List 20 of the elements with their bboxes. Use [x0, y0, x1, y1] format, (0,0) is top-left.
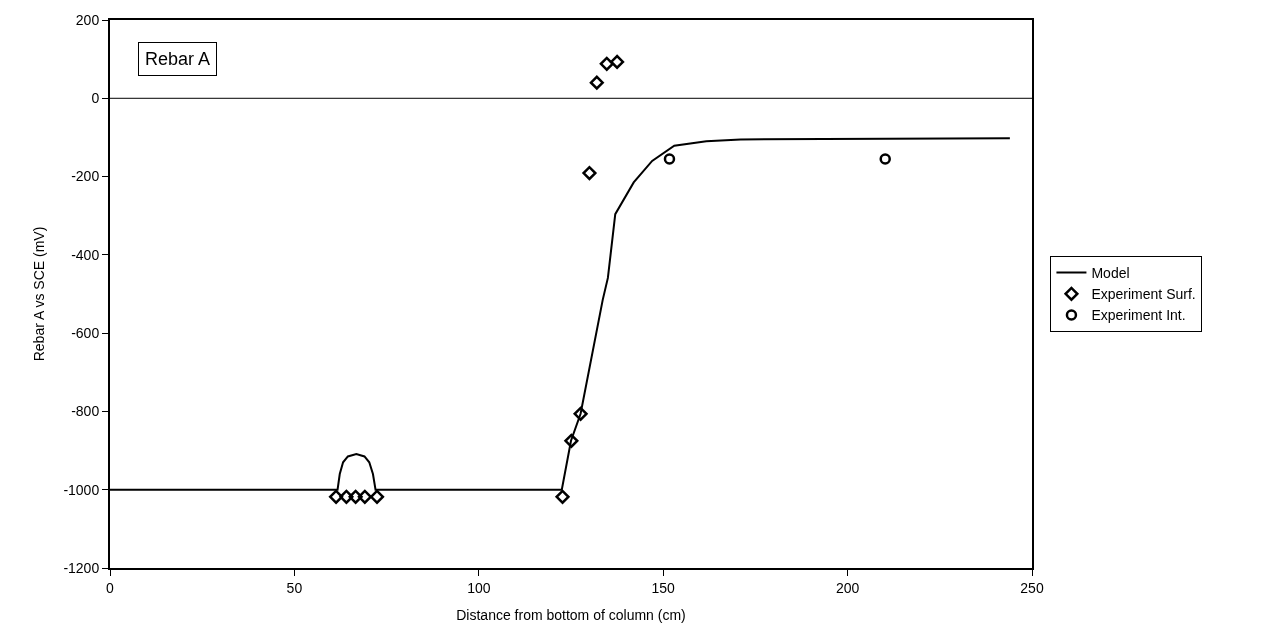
annotation: Rebar A: [145, 49, 211, 69]
x-tick-label: 150: [651, 579, 676, 596]
legend-label: Experiment Surf.: [1091, 286, 1196, 303]
y-tick-label: -400: [71, 246, 100, 263]
legend-label: Experiment Int.: [1091, 307, 1186, 324]
y-tick-label: -1000: [63, 481, 100, 498]
y-tick-label: -800: [71, 403, 100, 420]
y-tick-label: -600: [71, 325, 100, 342]
x-tick-label: 200: [835, 579, 860, 596]
x-tick-label: 250: [1020, 579, 1044, 596]
x-tick-label: 100: [467, 579, 491, 596]
x-tick-label: 0: [106, 579, 115, 596]
y-axis-title: Rebar A vs SCE (mV): [31, 226, 48, 362]
legend-label: Model: [1091, 265, 1130, 282]
y-tick-label: 0: [91, 90, 100, 107]
x-axis-title: Distance from bottom of column (cm): [456, 606, 686, 623]
x-tick-label: 50: [286, 579, 303, 596]
y-tick-label: -200: [71, 168, 100, 185]
y-tick-label: 200: [75, 11, 100, 28]
y-tick-label: -1200: [63, 559, 100, 576]
